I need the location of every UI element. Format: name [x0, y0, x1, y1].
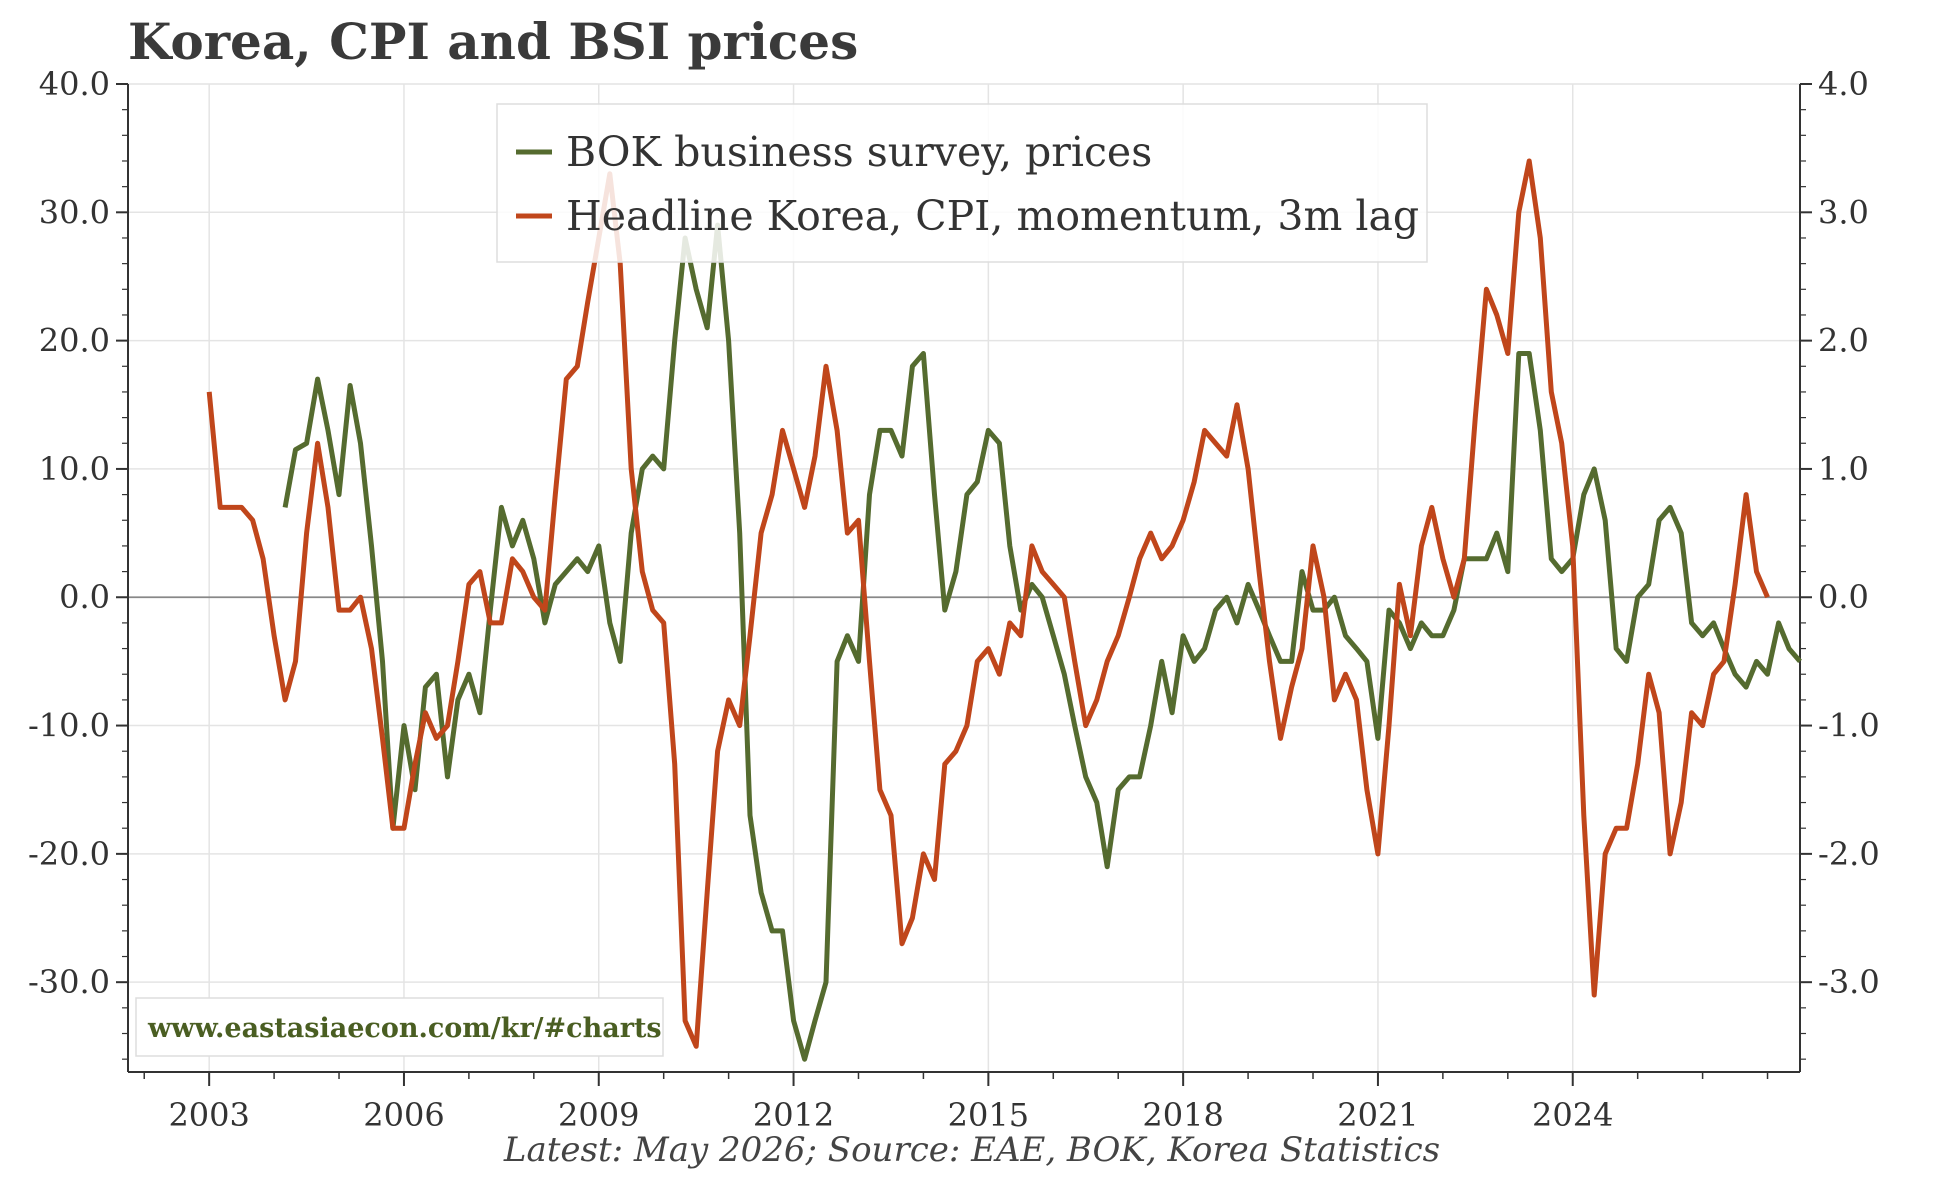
x-tick-label: 2006: [363, 1096, 444, 1134]
left-tick-label: -10.0: [28, 707, 110, 745]
left-tick-label: 40.0: [39, 65, 110, 103]
watermark-box-bg: [135, 997, 664, 1057]
axes: 2003 2006 2009 2012 2015 2018 2021 2024 -30.0 -20…: [28, 65, 1880, 1134]
legend: BOK business survey, prices Headline Kore…: [496, 103, 1428, 263]
x-tick-label: 2003: [168, 1096, 249, 1134]
legend-label: Headline Korea, CPI, momentum, 3m lag: [566, 192, 1419, 240]
right-tick-label: 3.0: [1818, 193, 1869, 231]
right-tick-label: -2.0: [1818, 835, 1880, 873]
legend-label: BOK business survey, prices: [566, 128, 1152, 176]
right-tick-label: 4.0: [1818, 65, 1869, 103]
chart-title: Korea, CPI and BSI prices: [128, 12, 859, 71]
left-tick-label: 30.0: [39, 193, 110, 231]
left-tick-label: 10.0: [39, 450, 110, 488]
left-tick-label: -30.0: [28, 963, 110, 1001]
cpi-series-line: [206, 158, 1770, 1049]
right-tick-label: -3.0: [1818, 963, 1880, 1001]
x-tick-label: 2009: [558, 1096, 639, 1134]
x-tick-label: 2018: [1142, 1096, 1223, 1134]
source-footer: Latest: May 2026; Source: EAE, BOK, Kore…: [503, 1130, 1441, 1170]
x-tick-label: 2021: [1337, 1096, 1418, 1134]
left-tick-label: -20.0: [28, 835, 110, 873]
bsi-series-line: [282, 222, 1802, 1062]
left-tick-label: 20.0: [39, 322, 110, 360]
legend-box: [496, 103, 1428, 263]
x-tick-label: 2012: [753, 1096, 834, 1134]
x-tick-label: 2015: [948, 1096, 1029, 1134]
series-lines: [206, 158, 1802, 1062]
right-tick-label: 1.0: [1818, 450, 1869, 488]
right-tick-label: -1.0: [1818, 707, 1880, 745]
x-tick-label: 2024: [1532, 1096, 1613, 1134]
left-tick-label: 0.0: [59, 578, 110, 616]
watermark-box: www.eastasiaecon.com/kr/#charts: [135, 997, 664, 1057]
right-tick-label: 0.0: [1818, 578, 1869, 616]
right-tick-label: 2.0: [1818, 322, 1869, 360]
watermark-url: www.eastasiaecon.com/kr/#charts: [147, 1013, 662, 1044]
